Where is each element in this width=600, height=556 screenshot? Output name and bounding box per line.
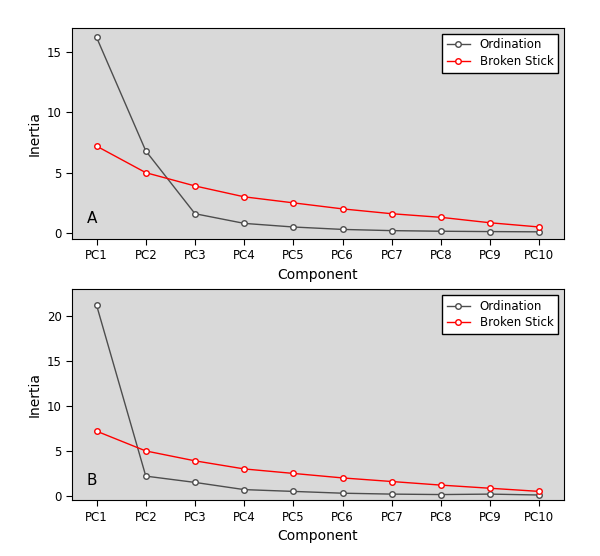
Broken Stick [191,458,199,464]
Broken Stick [241,193,248,200]
Broken Stick [339,206,346,212]
Ordination [339,490,346,497]
Y-axis label: Inertia: Inertia [27,373,41,417]
Broken Stick [290,470,297,476]
Broken Stick [437,214,445,221]
Legend: Ordination, Broken Stick: Ordination, Broken Stick [442,295,558,334]
Ordination [191,479,199,486]
Ordination [93,34,100,41]
X-axis label: Component: Component [278,268,358,282]
Broken Stick [241,465,248,472]
Broken Stick [142,170,149,176]
Broken Stick [388,210,395,217]
Ordination [536,492,543,498]
Y-axis label: Inertia: Inertia [27,111,41,156]
Broken Stick [388,478,395,485]
Legend: Ordination, Broken Stick: Ordination, Broken Stick [442,34,558,73]
Ordination [339,226,346,233]
Broken Stick [191,182,199,189]
Ordination [191,210,199,217]
Ordination [142,473,149,479]
Broken Stick [487,485,494,492]
Ordination [487,229,494,235]
Text: A: A [87,211,97,226]
Ordination [437,491,445,498]
Ordination [536,229,543,235]
Line: Broken Stick: Broken Stick [94,428,542,494]
Broken Stick [93,143,100,150]
Ordination [290,488,297,495]
Ordination [241,220,248,227]
Broken Stick [536,224,543,230]
Text: B: B [87,473,97,488]
Broken Stick [536,488,543,495]
Line: Ordination: Ordination [94,302,542,498]
Broken Stick [290,200,297,206]
Broken Stick [142,448,149,454]
Ordination [290,224,297,230]
Ordination [93,302,100,309]
Ordination [388,227,395,234]
Broken Stick [437,482,445,489]
Line: Broken Stick: Broken Stick [94,143,542,230]
Broken Stick [93,428,100,434]
Ordination [437,228,445,235]
Ordination [241,486,248,493]
Broken Stick [487,220,494,226]
X-axis label: Component: Component [278,529,358,543]
Ordination [487,491,494,498]
Line: Ordination: Ordination [94,34,542,235]
Broken Stick [339,475,346,481]
Ordination [388,491,395,498]
Ordination [142,147,149,154]
